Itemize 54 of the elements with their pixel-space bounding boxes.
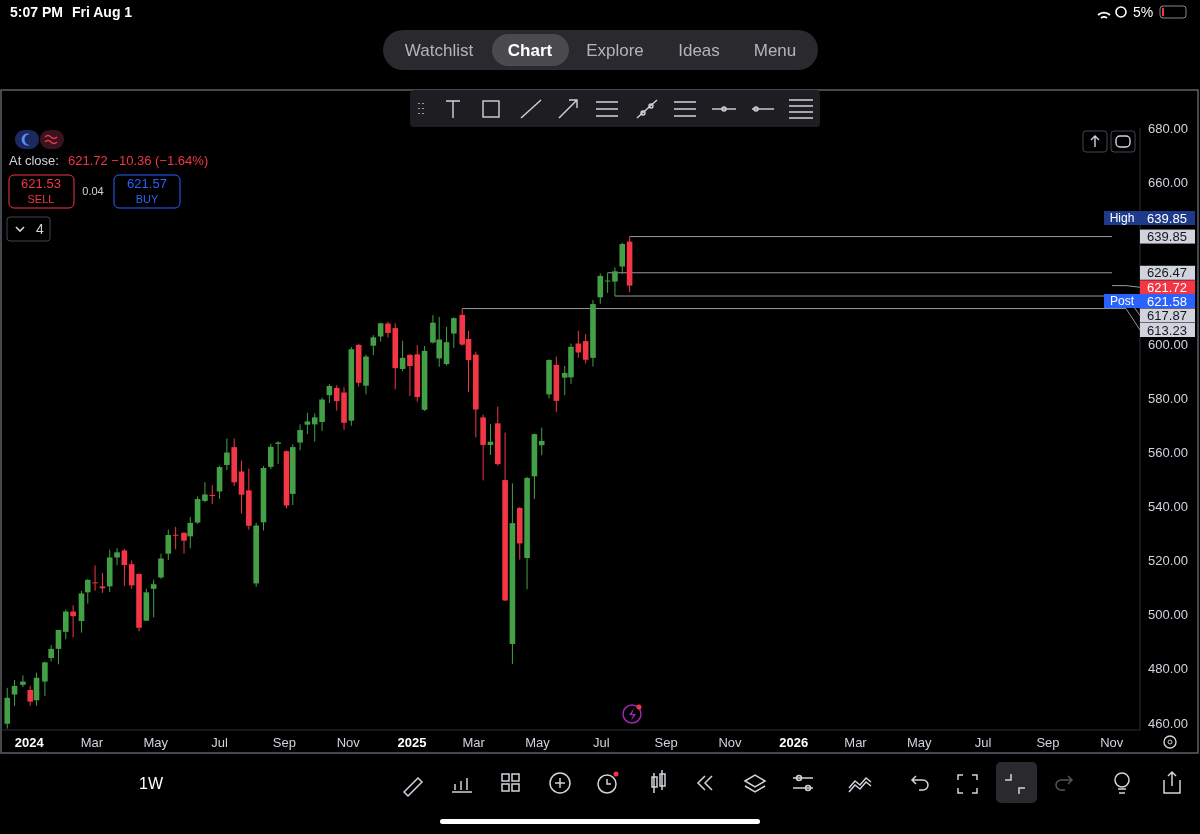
text: Fri Aug 1 [72,4,133,20]
x-tick-label: Jul [211,735,228,750]
x-tick-label: Sep [272,735,296,750]
y-tick-label: 540.00 [1148,499,1188,515]
x-tick-label: Mar [462,735,486,750]
text: 621.58 [1147,293,1187,309]
y-tick-label: 520.00 [1148,553,1188,569]
text: Menu [753,41,797,60]
text: Chart [507,41,553,60]
y-tick-label: 480.00 [1148,661,1188,677]
x-tick-label: Jul [593,735,610,750]
y-tick-label: 460.00 [1148,715,1188,731]
x-tick-label: Nov [718,735,743,750]
text: 5:07 PM [10,4,63,20]
x-tick-label: Sep [654,735,678,750]
annotation: SELL [27,193,55,205]
x-tick-label: Nov [1100,735,1124,750]
x-tick-label: May [907,735,933,750]
annotation: BUY [135,193,159,205]
annotation: 621.53 [21,176,61,191]
annotation: 621.57 [127,176,167,191]
x-tick-label: Sep [1036,735,1060,750]
ref-line-label: 617.87 [1147,308,1187,324]
text: 5% [1133,4,1154,20]
ref-line-label: 613.23 [1147,322,1187,338]
text: 621.72 [1147,279,1187,295]
annotation: 621.72 −10.36 (−1.64%) [68,153,209,168]
x-tick-label: May [143,735,169,750]
y-tick-label: 660.00 [1148,174,1188,190]
annotation: Post [1109,294,1135,309]
x-tick-label: May [525,735,551,750]
text: 639.85 [1147,210,1187,226]
annotation: At close: [9,153,59,168]
x-tick-label: 2025 [397,735,427,750]
x-tick-label: 2026 [779,735,809,750]
text: Explore [586,41,644,60]
y-tick-label: 600.00 [1148,336,1188,352]
y-tick-label: 680.00 [1148,120,1188,136]
annotation: High [1109,211,1135,226]
x-tick-label: Jul [974,735,992,750]
y-tick-label: 580.00 [1148,390,1188,406]
x-tick-label: 2024 [14,735,45,750]
x-tick-label: Mar [844,735,868,750]
text: Ideas [678,41,720,60]
y-tick-label: 500.00 [1148,607,1188,623]
text: 1W [139,775,164,792]
annotation: 4 [36,221,44,237]
x-tick-label: Mar [80,735,104,750]
y-tick-label: 560.00 [1148,445,1188,461]
text: Watchlist [404,41,474,60]
x-tick-label: Nov [336,735,361,750]
ref-line-label: 626.47 [1147,265,1187,281]
annotation: 0.04 [82,185,104,197]
ref-line-label: 639.85 [1147,229,1187,245]
